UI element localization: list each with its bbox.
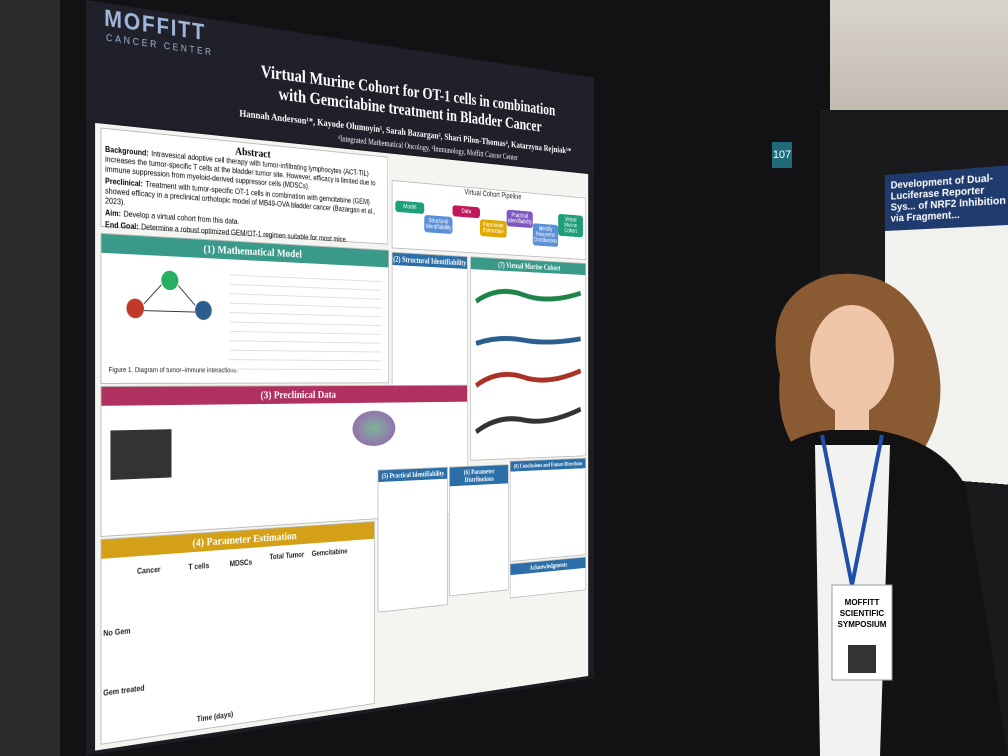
equations — [230, 266, 382, 370]
section-heading: (2) Structural Identifiability — [392, 253, 466, 269]
pipeline-step: Virtual Murine Cohort — [558, 214, 583, 238]
section-heading: (7) Virtual Murine Cohort — [471, 257, 585, 275]
pipeline-step: Structural Identifiability — [424, 215, 452, 234]
band — [476, 370, 581, 385]
plot-label: Cancer — [137, 565, 161, 576]
model-diagram — [109, 258, 220, 367]
poster-body: Abstract Background: Intravesical adoptiv… — [95, 123, 588, 751]
section-heading: (6) Parameter Distributions — [450, 465, 508, 486]
figure-caption: Figure 1. Diagram of tumor–immune intera… — [109, 367, 238, 374]
plot-label: Time (days) — [197, 710, 233, 724]
section-5: (5) Practical Identifiability — [378, 467, 448, 613]
ultrasound-image — [110, 429, 171, 480]
acknowledgments: Acknowledgments — [510, 557, 586, 599]
pipeline-step: Model — [395, 200, 424, 214]
item-label: Aim: — [105, 208, 121, 218]
band — [476, 289, 581, 305]
plot-label: Gem treated — [103, 684, 144, 698]
plot-label: No Gem — [103, 626, 130, 638]
band — [476, 409, 581, 432]
node-m — [126, 298, 144, 318]
item-label: End Goal: — [105, 220, 139, 231]
plot-label: MDSCs — [230, 558, 252, 568]
pipeline-step: Parameter Estimation — [480, 219, 507, 238]
pipeline-step: Practical Identifiability — [507, 210, 533, 229]
cohort-plots — [473, 276, 584, 445]
photo-scene: 107 Development of Dual-Luciferase Repor… — [0, 0, 1008, 756]
poster: MOFFITT CANCER CENTER Virtual Murine Coh… — [86, 0, 594, 756]
badge-text: MOFFITT — [845, 598, 880, 607]
neighbor-poster-title: Development of Dual-Luciferase Reporter … — [885, 165, 1008, 231]
face — [810, 305, 894, 415]
section-4: (4) Parameter Estimation Cancer T cells MD… — [101, 521, 375, 745]
section-7: (7) Virtual Murine Cohort — [470, 256, 586, 460]
histology-image — [353, 410, 396, 446]
section-8: (8) Conclusions and Future Directions — [510, 458, 586, 562]
section-heading: (3) Preclinical Data — [101, 386, 467, 406]
badge-text: SYMPOSIUM — [838, 620, 887, 629]
booth-number: 107 — [772, 142, 792, 168]
badge-text: SCIENTIFIC — [840, 609, 885, 618]
section-6: (6) Parameter Distributions — [449, 464, 508, 596]
plot-label: T cells — [188, 561, 209, 571]
pipeline-step: Identify Parameter Distributions — [533, 223, 558, 247]
person: MOFFITT SCIENTIFIC SYMPOSIUM — [740, 255, 1008, 756]
section-heading: (5) Practical Identifiability — [378, 468, 447, 482]
node-c — [161, 270, 178, 290]
plot-label: Total Tumor — [270, 550, 305, 561]
section-1: (1) Mathematical Model Figure 1. Diagram… — [101, 233, 389, 384]
pipeline-step: Data — [452, 205, 479, 218]
node-t — [195, 301, 212, 321]
plot-label: Gemcitabine — [312, 547, 348, 558]
band — [476, 337, 581, 345]
pipeline: Virtual Cohort Pipeline Model Structural … — [392, 180, 586, 260]
section-heading: (8) Conclusions and Future Directions — [510, 459, 585, 472]
qr-code — [848, 645, 876, 673]
